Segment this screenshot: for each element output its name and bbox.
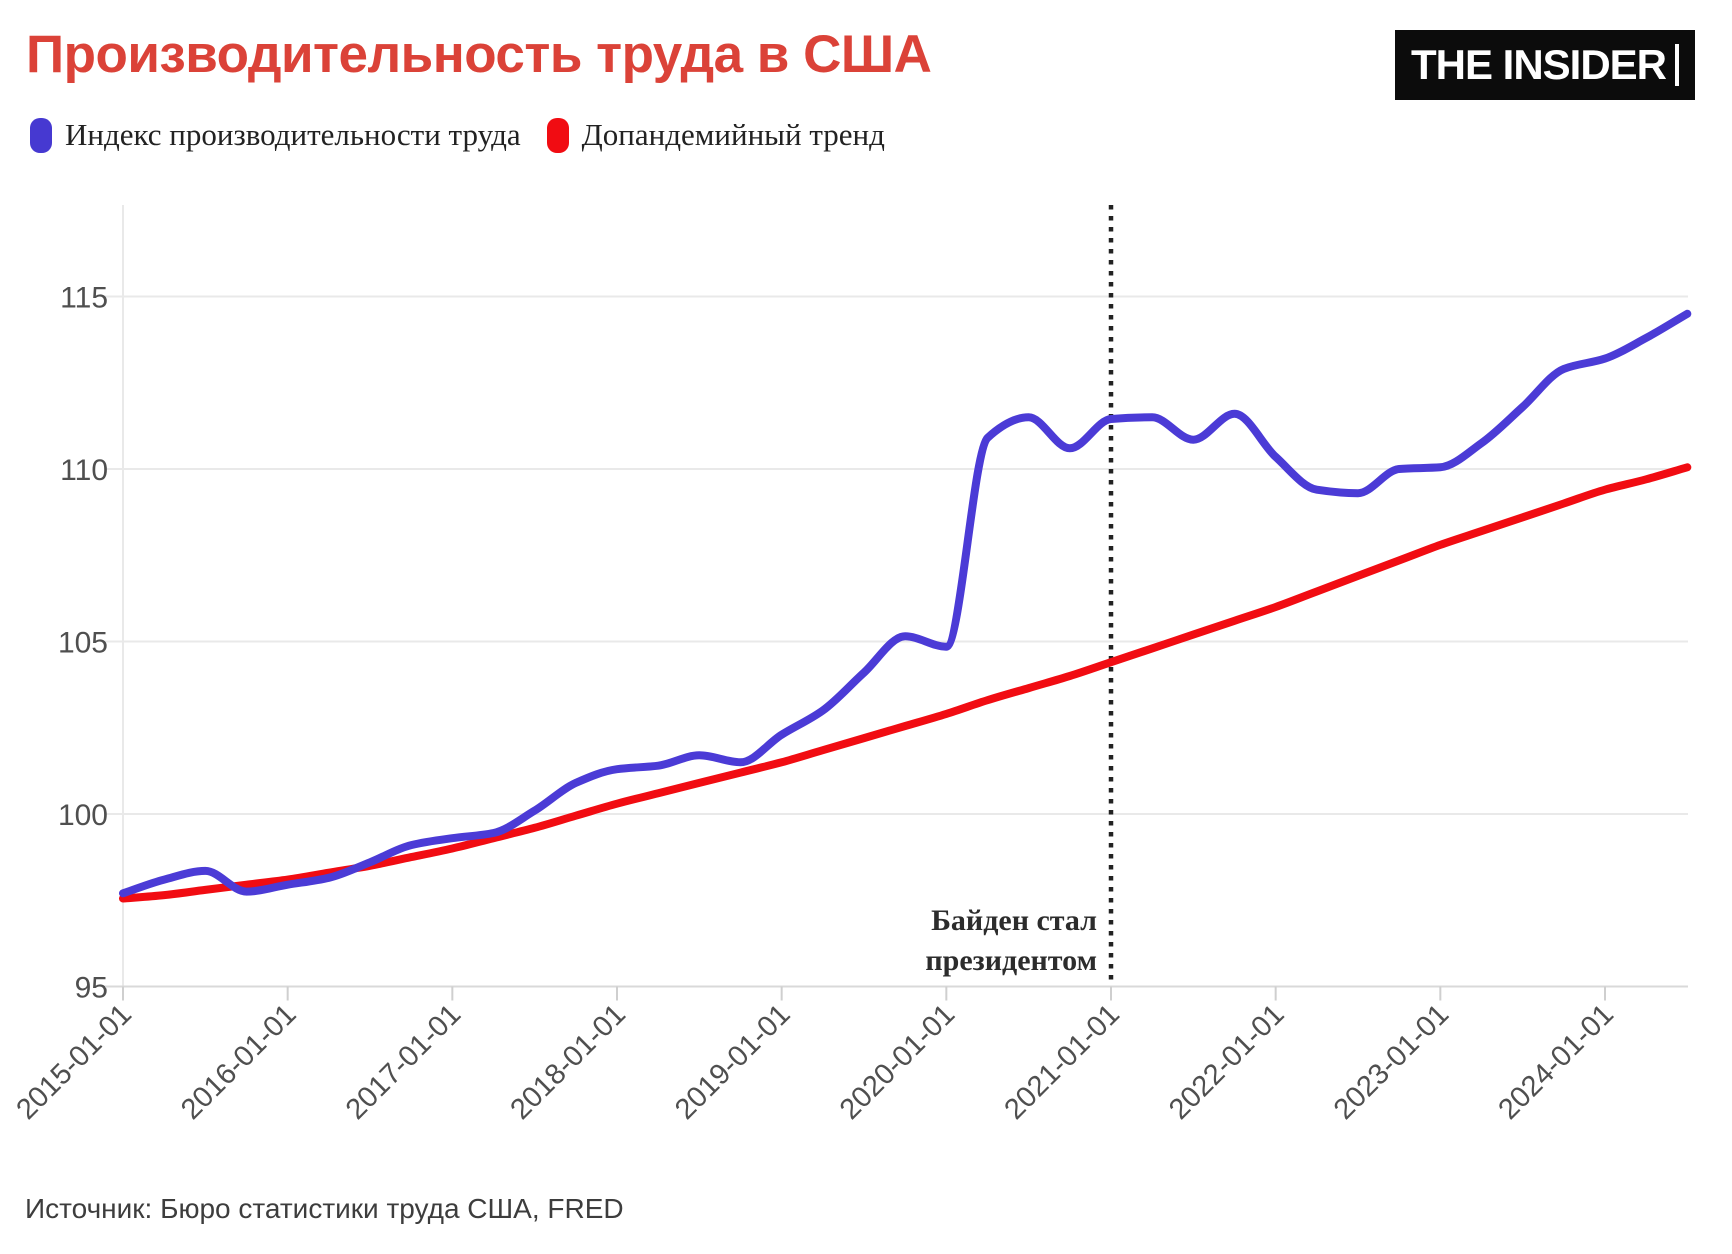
biden-annotation: Байден стал президентом bbox=[925, 901, 1097, 981]
biden-annotation-line1: Байден стал bbox=[931, 904, 1097, 937]
y-tick-label: 105 bbox=[58, 627, 108, 660]
x-tick-label: 2015-01-01 bbox=[10, 998, 138, 1126]
logo-cursor-bar bbox=[1675, 44, 1680, 86]
prepandemic-trend-label: Допандемийный тренд bbox=[581, 117, 885, 152]
source-note: Источник: Бюро статистики труда США, FRE… bbox=[25, 1193, 624, 1224]
page-title: Производительность труда в США bbox=[26, 25, 932, 84]
x-tick-label: 2021-01-01 bbox=[998, 998, 1126, 1126]
biden-annotation-line2: президентом bbox=[925, 944, 1097, 977]
y-tick-label: 100 bbox=[58, 799, 108, 832]
y-tick-label: 110 bbox=[60, 454, 108, 487]
x-tick-label: 2024-01-01 bbox=[1492, 998, 1620, 1126]
x-tick-label: 2017-01-01 bbox=[340, 998, 468, 1126]
prepandemic-trend-swatch bbox=[546, 117, 569, 153]
x-tick-label: 2023-01-01 bbox=[1328, 998, 1456, 1126]
logo-text: THE INSIDER bbox=[1410, 41, 1667, 88]
productivity-index-label: Индекс производительности труда bbox=[65, 117, 521, 152]
legend-item-prepandemic-trend: Допандемийный тренд bbox=[546, 117, 885, 153]
the-insider-logo: THE INSIDER bbox=[1395, 30, 1695, 100]
x-tick-label: 2018-01-01 bbox=[504, 998, 632, 1126]
trend-line bbox=[119, 463, 1692, 903]
x-tick-label: 2022-01-01 bbox=[1163, 998, 1291, 1126]
x-tick-label: 2020-01-01 bbox=[834, 998, 962, 1126]
x-tick-label: 2016-01-01 bbox=[175, 998, 303, 1126]
x-tick-label: 2019-01-01 bbox=[669, 998, 797, 1126]
y-tick-label: 95 bbox=[75, 972, 108, 1005]
legend-item-productivity-index: Индекс производительности труда bbox=[30, 117, 521, 153]
legend: Индекс производительности труда Допандем… bbox=[30, 117, 885, 153]
productivity-line bbox=[119, 309, 1692, 898]
y-tick-label: 115 bbox=[60, 282, 108, 315]
productivity-index-swatch bbox=[30, 117, 52, 153]
